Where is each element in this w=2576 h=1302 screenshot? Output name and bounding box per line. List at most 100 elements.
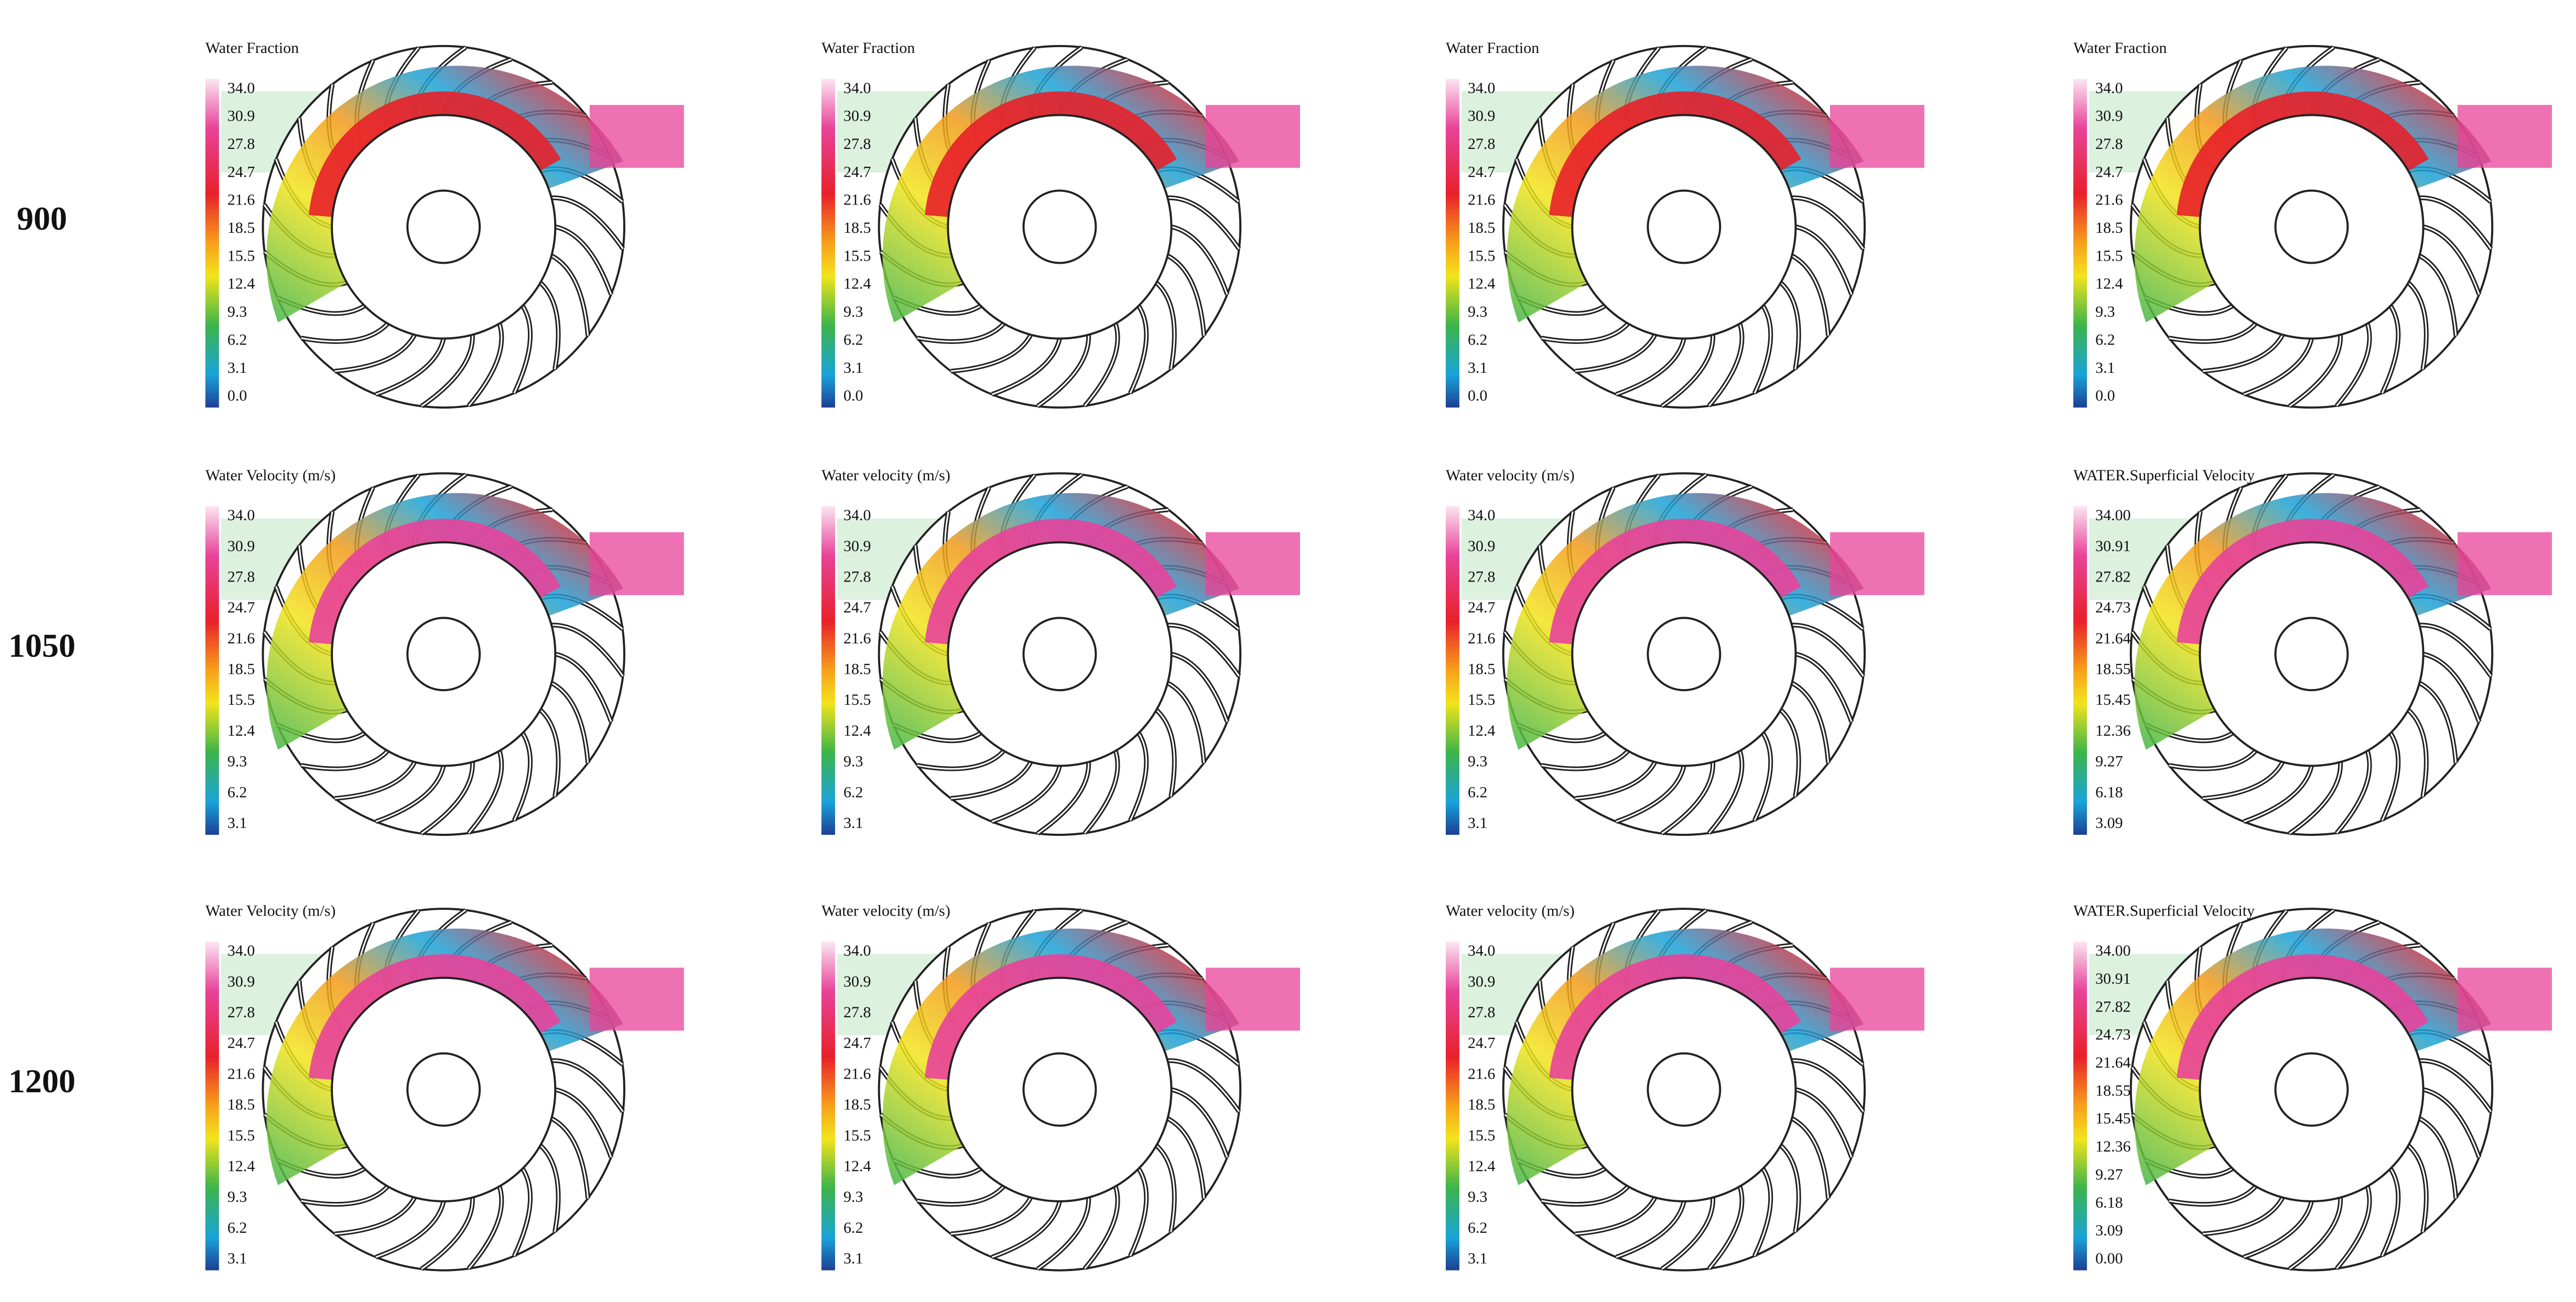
blade-inner (991, 1201, 1060, 1258)
blade-inner (2336, 1186, 2371, 1269)
colorbar-tick: 6.18 (2095, 783, 2123, 801)
colorbar-tick: 24.7 (843, 163, 871, 180)
colorbar (205, 941, 219, 1271)
hub (2274, 617, 2349, 692)
blade-inner (2419, 682, 2457, 763)
outlet (1830, 105, 1924, 168)
blade-inner (468, 323, 503, 406)
colorbar (2073, 79, 2087, 408)
colorbar-tick: 3.1 (843, 359, 863, 376)
colorbar-tick: 30.9 (1468, 537, 1496, 555)
blade-inner (1171, 226, 1228, 295)
colorbar-tick: 9.27 (2095, 753, 2123, 770)
blade-inner (2381, 305, 2399, 394)
colorbar-tick: 15.45 (2095, 691, 2131, 708)
colorbar-tick: 15.5 (228, 1127, 255, 1144)
colorbar-tick: 30.9 (228, 107, 255, 125)
water-core (1549, 519, 1801, 644)
colorbar-tick: 12.4 (1468, 722, 1496, 739)
blade-inner (2381, 733, 2399, 821)
colorbar-tick: 0.0 (228, 387, 247, 404)
blade-inner (301, 750, 388, 770)
runner-inner (2199, 541, 2425, 767)
blade-inner (1791, 682, 1830, 763)
colorbar-tick: 27.82 (2095, 998, 2131, 1015)
colorbar-tick: 21.64 (2095, 630, 2131, 647)
colorbar (2073, 506, 2087, 835)
colorbar-tick: 12.4 (843, 275, 871, 293)
colorbar-tick: 6.2 (2095, 331, 2115, 348)
blade-inner (421, 335, 473, 407)
colorbar-tick: 30.9 (228, 973, 255, 990)
colorbar-tick: 30.9 (843, 107, 871, 125)
blade-inner (334, 1197, 416, 1235)
blade-inner (991, 766, 1060, 823)
legend-title: Water Fraction (2073, 39, 2167, 57)
colorbar-tick: 15.5 (228, 247, 255, 264)
colorbar-tick: 21.6 (2095, 191, 2123, 209)
blade-inner (551, 682, 589, 763)
blade-inner (1780, 709, 1800, 797)
colorbar-tick: 6.2 (1468, 783, 1488, 801)
blade-inner (991, 338, 1060, 395)
water-core (925, 519, 1177, 644)
colorbar-tick: 21.6 (843, 191, 871, 209)
blade-inner (513, 305, 532, 394)
colorbar-tick: 15.5 (1468, 1127, 1496, 1144)
hub (1022, 1052, 1097, 1127)
water-core (925, 954, 1177, 1080)
blade-inner (334, 761, 416, 800)
colorbar (821, 506, 835, 835)
blade-inner (1084, 750, 1119, 834)
colorbar-tick: 21.64 (2095, 1054, 2131, 1071)
legend-title: WATER.Superficial Velocity (2073, 467, 2255, 484)
outlet (2458, 105, 2552, 168)
colorbar-tick: 15.5 (843, 691, 871, 708)
colorbar-tick: 21.6 (1468, 1065, 1496, 1082)
colorbar-tick: 30.91 (2095, 537, 2131, 555)
hub (1022, 189, 1097, 264)
colorbar-tick: 15.45 (2095, 1110, 2131, 1127)
blade-inner (1616, 766, 1685, 823)
colorbar-tick: 30.9 (843, 973, 871, 990)
blade-inner (1754, 733, 1772, 821)
colorbar-tick: 27.8 (1468, 1004, 1496, 1021)
blade-inner (1708, 323, 1743, 406)
colorbar-tick: 21.6 (228, 1065, 255, 1082)
runner-inner (1571, 541, 1797, 767)
colorbar-tick: 18.5 (228, 1096, 255, 1113)
colorbar-tick: 18.5 (228, 661, 255, 678)
legend-title: Water Fraction (821, 39, 915, 57)
blade-inner (950, 1197, 1032, 1235)
colorbar-tick: 34.00 (2095, 507, 2131, 524)
colorbar (205, 79, 219, 408)
blade-inner (1754, 305, 1772, 394)
blade-inner (468, 750, 503, 834)
hub (2274, 189, 2349, 264)
blade-inner (1155, 1145, 1175, 1232)
blade-inner (2289, 762, 2342, 834)
colorbar-tick: 9.3 (228, 303, 247, 320)
colorbar-tick: 21.6 (1468, 630, 1496, 647)
outlet (1830, 967, 1924, 1031)
blade-inner (539, 282, 559, 370)
legend-title: Water Fraction (205, 39, 299, 57)
colorbar-tick: 18.5 (1468, 219, 1496, 236)
outlet (1830, 532, 1924, 595)
colorbar-tick: 12.36 (2095, 1138, 2131, 1155)
blade-inner (2336, 750, 2371, 834)
blade-inner (1661, 1197, 1714, 1270)
colorbar-tick: 9.3 (1468, 303, 1488, 320)
colorbar-tick: 3.1 (1468, 1250, 1488, 1267)
blade-inner (1541, 750, 1629, 770)
blade-inner (1661, 335, 1714, 407)
colorbar-tick: 12.4 (228, 275, 255, 293)
colorbar-tick: 27.8 (228, 1004, 255, 1021)
blade-inner (2423, 226, 2480, 295)
colorbar-tick: 6.2 (228, 1219, 247, 1236)
blade-inner (1155, 709, 1175, 797)
colorbar-tick: 15.5 (843, 1127, 871, 1144)
blade-inner (1795, 1089, 1853, 1158)
colorbar-tick: 30.9 (843, 537, 871, 555)
colorbar-tick: 21.6 (228, 191, 255, 209)
